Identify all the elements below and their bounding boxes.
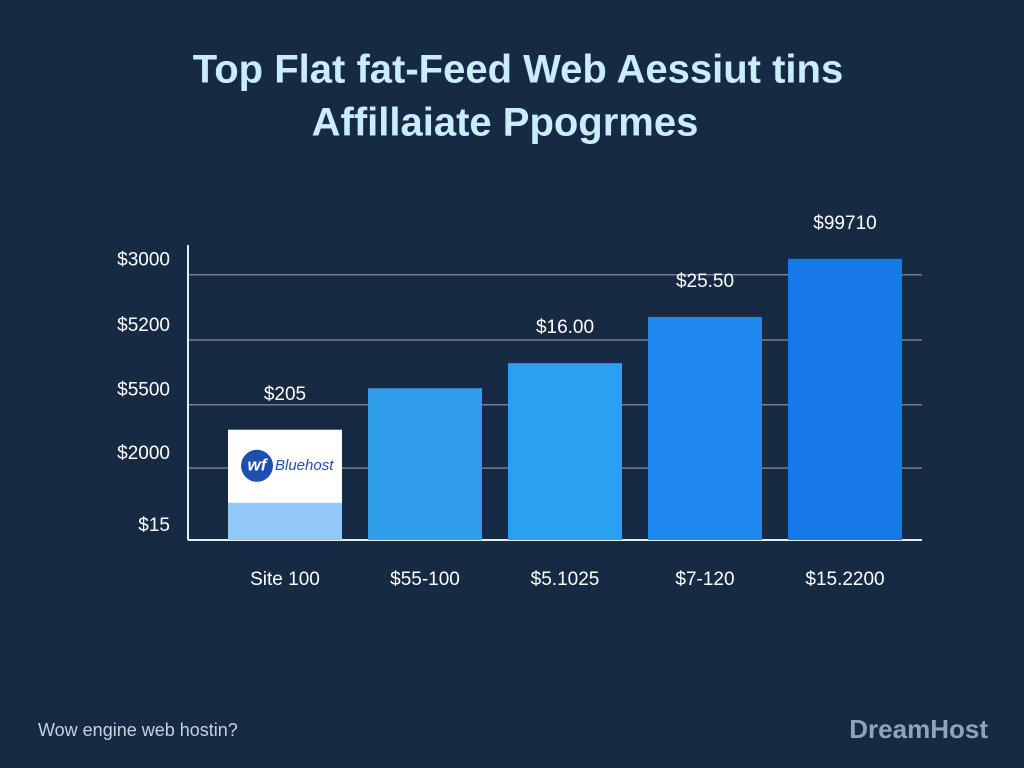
annotation: $16.00 xyxy=(536,317,594,338)
annotation: $205 xyxy=(264,384,306,405)
annotation: $99710 xyxy=(813,213,876,234)
chart-title: Top Flat fat-Feed Web Aessiut tins xyxy=(193,48,843,92)
bar xyxy=(788,258,902,540)
x-tick-label: $15.2200 xyxy=(805,569,884,590)
footer-text: Wow engine web hostin? xyxy=(38,720,238,740)
y-tick-label: $5500 xyxy=(117,380,170,401)
logo-text: Bluehost xyxy=(275,457,334,474)
bar xyxy=(648,316,762,540)
x-tick-label: Site 100 xyxy=(250,569,320,590)
bar xyxy=(368,388,482,540)
chart-title: Affillaiate Ppogrmes xyxy=(312,101,699,145)
y-tick-label: $3000 xyxy=(117,250,170,271)
bar xyxy=(508,363,622,540)
x-tick-label: $7-120 xyxy=(675,569,734,590)
x-tick-label: $55-100 xyxy=(390,569,460,590)
y-tick-label: $2000 xyxy=(117,443,170,464)
x-tick-label: $5.1025 xyxy=(531,569,600,590)
logo-icon xyxy=(241,449,273,482)
y-tick-label: $5200 xyxy=(117,315,170,336)
logo-mark: wf xyxy=(248,455,269,474)
annotation: $25.50 xyxy=(676,271,734,292)
footer-brand: DreamHost xyxy=(849,714,988,744)
y-tick-label: $15 xyxy=(138,515,170,536)
